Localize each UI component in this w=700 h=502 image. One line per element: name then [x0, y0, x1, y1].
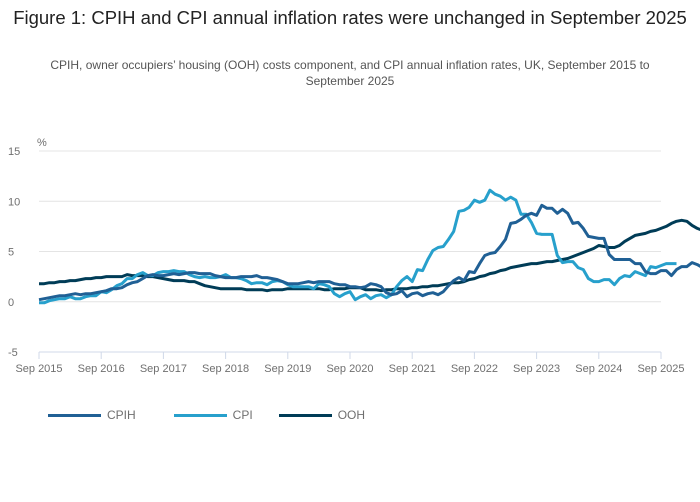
- legend-item-cpih[interactable]: CPIH: [48, 408, 136, 422]
- series-lines: [38, 188, 700, 305]
- x-tick-label: Sep 2023: [513, 363, 560, 375]
- legend-label-cpih: CPIH: [107, 408, 136, 422]
- y-axis-label: %: [37, 137, 47, 149]
- y-tick-label: 15: [8, 146, 20, 158]
- legend-swatch-cpih: [48, 413, 101, 417]
- y-tick-label: 0: [8, 297, 14, 309]
- legend-label-cpi: CPI: [232, 408, 253, 422]
- x-tick-label: Sep 2025: [637, 363, 684, 375]
- y-tick-label: 5: [8, 247, 14, 259]
- legend-swatch-ooh: [278, 413, 332, 417]
- legend: CPIH CPI OOH: [48, 408, 389, 422]
- legend-label-ooh: OOH: [337, 408, 366, 422]
- x-tick-label: Sep 2022: [451, 363, 498, 375]
- x-tick-label: Sep 2024: [575, 363, 622, 375]
- x-tick-label: Sep 2015: [15, 363, 62, 375]
- series-line-cpih: [38, 203, 700, 302]
- x-tick-label: Sep 2021: [389, 363, 436, 375]
- series-line-cpi: [39, 188, 677, 305]
- legend-item-cpi[interactable]: CPI: [173, 408, 253, 422]
- legend-swatch-cpi: [173, 413, 227, 417]
- chart-title: Figure 1: CPIH and CPI annual inflation …: [13, 7, 687, 28]
- x-tick-label: Sep 2016: [78, 363, 125, 375]
- series-line-ooh: [39, 218, 700, 293]
- y-axis: 15 10 5 0 -5: [8, 146, 20, 359]
- y-tick-label: 10: [8, 196, 20, 208]
- x-tick-label: Sep 2019: [264, 363, 311, 375]
- x-tick-label: Sep 2020: [326, 363, 373, 375]
- x-tick-label: Sep 2017: [140, 363, 187, 375]
- chart-subtitle: CPIH, owner occupiers’ housing (OOH) cos…: [50, 58, 650, 88]
- x-tick-label: Sep 2018: [202, 363, 249, 375]
- legend-item-ooh[interactable]: OOH: [278, 408, 366, 422]
- y-tick-label: -5: [8, 347, 18, 359]
- x-axis: Sep 2015 Sep 2016 Sep 2017 Sep 2018 Sep 2019…: [15, 351, 685, 375]
